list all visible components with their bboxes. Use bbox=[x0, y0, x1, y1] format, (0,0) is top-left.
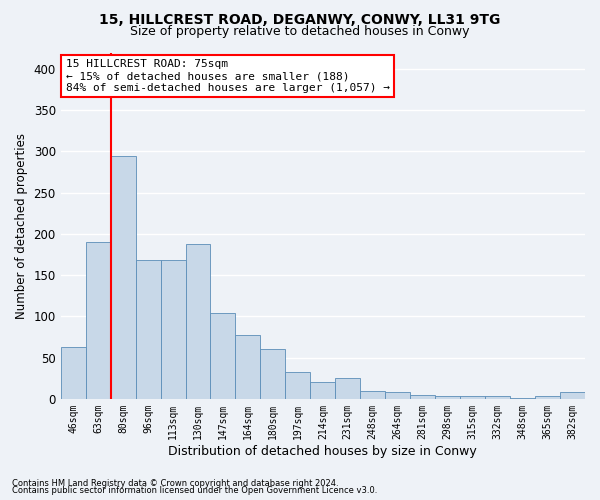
Bar bbox=[360, 390, 385, 399]
Bar bbox=[61, 347, 86, 399]
Bar bbox=[235, 334, 260, 399]
Text: Contains public sector information licensed under the Open Government Licence v3: Contains public sector information licen… bbox=[12, 486, 377, 495]
Y-axis label: Number of detached properties: Number of detached properties bbox=[15, 132, 28, 318]
Bar bbox=[110, 156, 136, 399]
Bar bbox=[335, 378, 360, 399]
Bar bbox=[535, 396, 560, 399]
Text: 15, HILLCREST ROAD, DEGANWY, CONWY, LL31 9TG: 15, HILLCREST ROAD, DEGANWY, CONWY, LL31… bbox=[100, 12, 500, 26]
Bar bbox=[286, 372, 310, 399]
Bar bbox=[385, 392, 410, 399]
Bar bbox=[310, 382, 335, 399]
Text: Size of property relative to detached houses in Conwy: Size of property relative to detached ho… bbox=[130, 25, 470, 38]
Bar bbox=[185, 244, 211, 399]
Bar bbox=[211, 313, 235, 399]
Bar bbox=[510, 398, 535, 399]
Bar bbox=[136, 260, 161, 399]
Bar bbox=[560, 392, 585, 399]
Bar bbox=[435, 396, 460, 399]
Bar bbox=[485, 396, 510, 399]
Text: Contains HM Land Registry data © Crown copyright and database right 2024.: Contains HM Land Registry data © Crown c… bbox=[12, 478, 338, 488]
Bar bbox=[410, 394, 435, 399]
Bar bbox=[260, 350, 286, 399]
X-axis label: Distribution of detached houses by size in Conwy: Distribution of detached houses by size … bbox=[169, 444, 477, 458]
Bar bbox=[161, 260, 185, 399]
Bar bbox=[460, 396, 485, 399]
Bar bbox=[86, 242, 110, 399]
Text: 15 HILLCREST ROAD: 75sqm
← 15% of detached houses are smaller (188)
84% of semi-: 15 HILLCREST ROAD: 75sqm ← 15% of detach… bbox=[66, 60, 390, 92]
